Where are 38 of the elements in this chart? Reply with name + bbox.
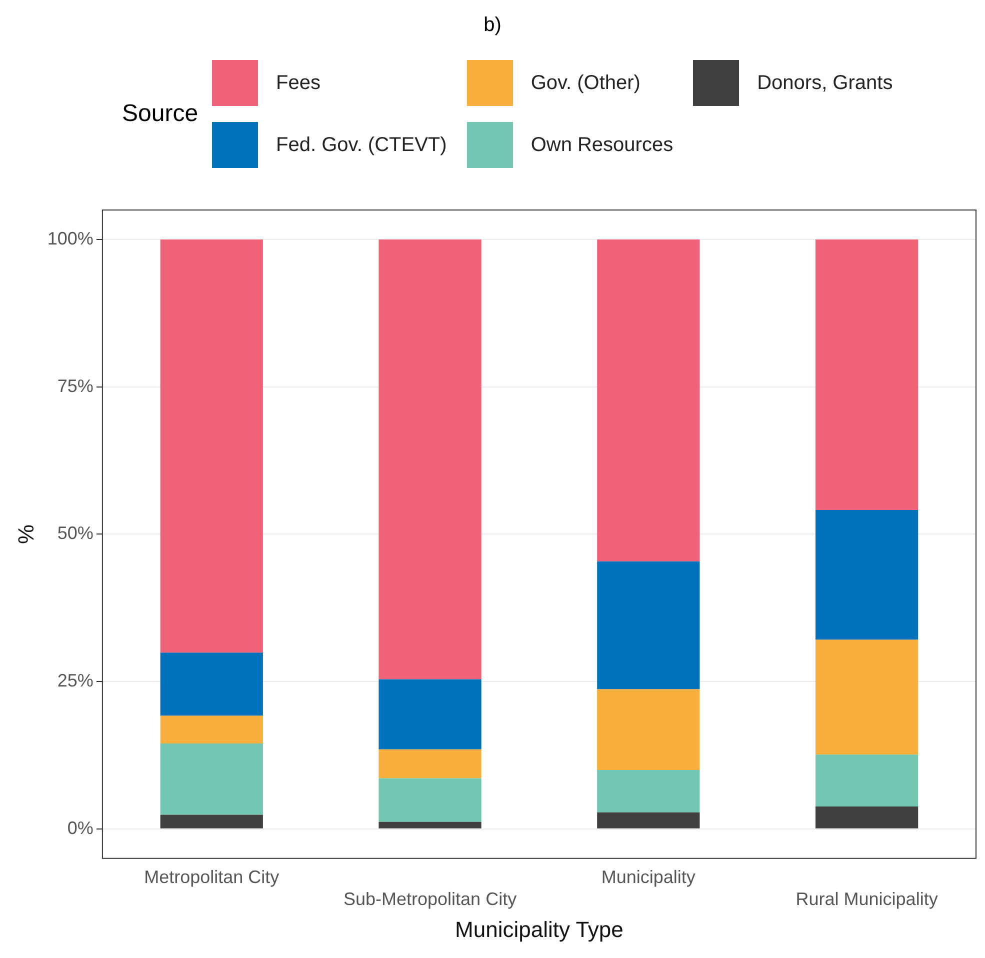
bar: [815, 640, 918, 755]
legend-label: Gov. (Other): [530, 72, 640, 94]
bar: [597, 812, 700, 828]
bar: [378, 822, 482, 828]
bar: [160, 239, 263, 653]
bar: [160, 716, 263, 744]
bar: [378, 239, 482, 680]
x-tick-label: Sub-Metropolitan City: [343, 888, 517, 909]
y-tick-label: 100%: [47, 228, 94, 248]
bar: [160, 743, 263, 815]
bar: [815, 754, 918, 807]
y-tick-label: 25%: [57, 670, 94, 691]
bar: [815, 239, 918, 510]
bar: [378, 749, 482, 778]
x-tick-label: Rural Municipality: [796, 888, 938, 909]
bar: [160, 652, 263, 716]
y-tick-label: 50%: [57, 523, 94, 544]
legend-label: Fed. Gov. (CTEVT): [276, 134, 447, 156]
bar: [597, 770, 700, 812]
y-tick-label: 75%: [57, 376, 94, 396]
chart-title: b): [482, 14, 502, 37]
legend-label: Own Resources: [530, 134, 674, 156]
bar: [815, 806, 918, 828]
bar: [597, 239, 700, 562]
legend-label: Fees: [276, 72, 321, 94]
bar: [815, 510, 918, 640]
x-tick-label: Municipality: [601, 867, 696, 888]
legend-title: Source: [122, 100, 198, 128]
y-axis-title: %: [13, 524, 38, 544]
x-tick-label: Metropolitan City: [144, 867, 280, 888]
bar: [597, 689, 700, 770]
legend-label: Donors, Grants: [757, 72, 893, 94]
x-axis-title: Municipality Type: [455, 916, 624, 942]
bar: [378, 778, 482, 822]
bar: [378, 679, 482, 750]
bar: [160, 814, 263, 828]
bar: [597, 561, 700, 690]
y-tick-label: 0%: [67, 818, 94, 838]
